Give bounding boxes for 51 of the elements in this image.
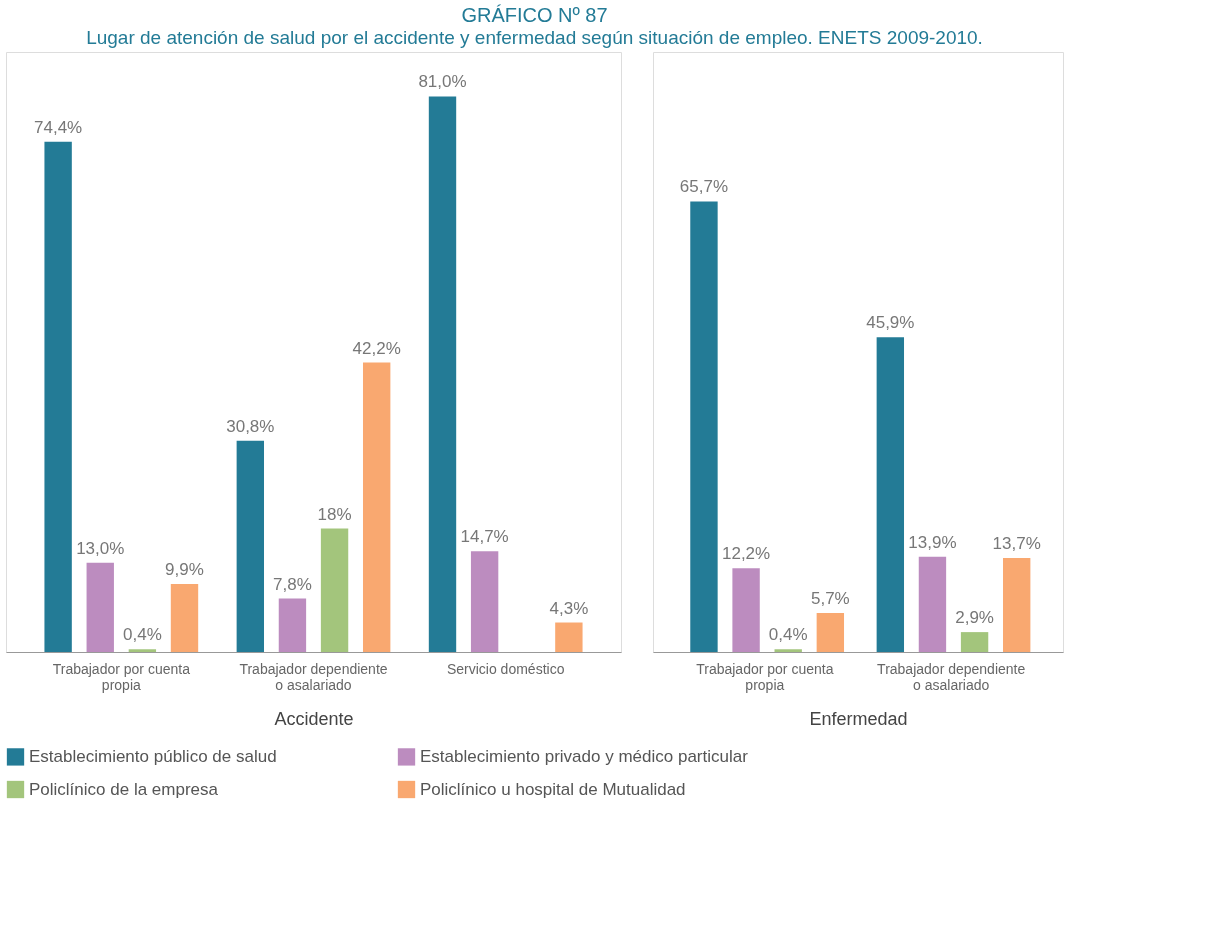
bar	[86, 562, 114, 652]
data-label: 9,9%	[165, 560, 204, 580]
data-label: 12,2%	[721, 544, 771, 564]
x-tick-label: Trabajador por cuenta propia	[696, 660, 834, 693]
bar	[960, 632, 989, 652]
bar	[428, 96, 457, 652]
data-label: 45,9%	[866, 313, 915, 333]
data-label: 13,0%	[76, 538, 125, 558]
x-tick-label: Trabajador dependiente o asalariado	[877, 660, 1026, 693]
x-axis-title: Accidente	[274, 708, 354, 729]
data-label: 65,7%	[679, 177, 729, 197]
bar	[320, 528, 349, 652]
chart-title: GRÁFICO Nº 87	[461, 3, 608, 26]
data-label: 13,7%	[992, 534, 1041, 554]
bar	[732, 568, 760, 652]
data-label: 14,7%	[460, 527, 509, 547]
bar	[1003, 558, 1031, 652]
data-label: 2,9%	[955, 608, 994, 628]
chart-subtitle: Lugar de atención de salud por el accidente y enfermedad según situación de empleo. ENETS 2009-2010.	[86, 26, 983, 48]
data-label: 0,4%	[123, 625, 162, 645]
data-label: 7,8%	[273, 574, 312, 594]
legend-label: Establecimiento público de salud	[29, 746, 277, 766]
bar	[236, 440, 265, 652]
legend-label: Policlínico de la empresa	[29, 779, 219, 799]
bar	[170, 584, 199, 652]
bar	[918, 556, 947, 652]
bar	[690, 201, 718, 652]
x-axis-title: Enfermedad	[809, 708, 908, 729]
x-tick-label: Servicio doméstico	[446, 660, 565, 677]
data-label: 30,8%	[226, 416, 275, 436]
bar	[816, 612, 845, 652]
bar	[128, 649, 157, 652]
data-label: 0,4%	[768, 625, 808, 645]
data-label: 5,7%	[810, 588, 850, 608]
bar	[555, 622, 583, 652]
bar	[876, 337, 905, 652]
data-label: 81,0%	[418, 72, 467, 92]
data-label: 42,2%	[352, 338, 401, 358]
data-label: 74,4%	[34, 117, 83, 137]
bar	[362, 362, 391, 652]
data-label: 13,9%	[908, 532, 957, 552]
legend-label: Policlínico u hospital de Mutualidad	[420, 779, 686, 799]
bar	[774, 649, 802, 652]
bar	[278, 598, 307, 652]
x-tick-label: Trabajador por cuenta propia	[52, 660, 191, 693]
bar	[470, 551, 499, 652]
data-label: 18%	[317, 504, 352, 524]
data-label: 4,3%	[549, 598, 589, 618]
bar	[44, 141, 72, 652]
x-tick-label: Trabajador dependiente o asalariado	[239, 660, 388, 693]
legend-label: Establecimiento privado y médico particular	[420, 746, 749, 766]
